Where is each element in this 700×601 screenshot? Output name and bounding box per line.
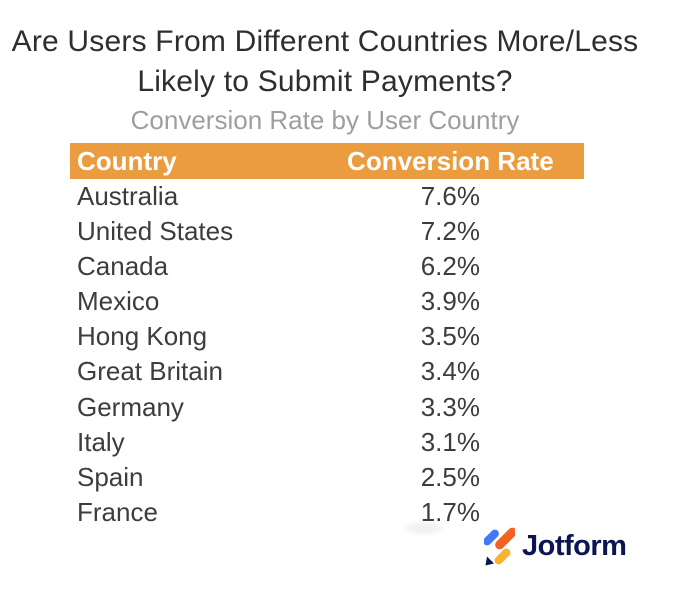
table-row: United States 7.2%	[70, 214, 584, 249]
conversion-rate-table: Country Conversion Rate Australia 7.6% U…	[70, 143, 584, 530]
country-cell: France	[77, 496, 158, 527]
rate-cell: 3.1%	[420, 426, 480, 457]
table-row: Spain 2.5%	[70, 460, 584, 495]
logo-blue-stroke	[484, 529, 499, 545]
table-body: Australia 7.6% United States 7.2% Canada…	[70, 179, 584, 530]
country-cell: Hong Kong	[77, 321, 208, 352]
chart-subtitle: Conversion Rate by User Country	[130, 105, 520, 135]
rate-cell: 6.2%	[420, 251, 480, 282]
title-line-1: Are Users From Different Countries More/…	[11, 25, 639, 58]
country-cell: Spain	[77, 461, 144, 492]
jotform-logo: Jotform	[484, 526, 627, 566]
table-row: Germany 3.3%	[70, 390, 584, 425]
rate-cell: 7.2%	[420, 216, 480, 247]
rate-cell: 1.7%	[420, 496, 480, 527]
rate-cell: 7.6%	[420, 181, 480, 211]
logo-nib-triangle	[485, 556, 494, 565]
jotform-mark-icon	[484, 527, 515, 565]
title-line-2: Likely to Submit Payments?	[137, 65, 513, 98]
jotform-wordmark: Jotform	[522, 530, 627, 562]
logo-yellow-stroke	[494, 548, 511, 564]
country-cell: Canada	[77, 251, 169, 282]
logo-orange-stroke	[495, 527, 515, 549]
header-country: Country	[77, 146, 177, 176]
country-cell: Australia	[77, 181, 179, 211]
table-row: Italy 3.1%	[70, 425, 584, 460]
table-row: Mexico 3.9%	[70, 284, 584, 319]
country-cell: Italy	[77, 426, 125, 457]
table-header-row: Country Conversion Rate	[70, 143, 584, 179]
country-cell: Germany	[77, 391, 184, 422]
country-cell: United States	[77, 216, 234, 247]
table-row: Hong Kong 3.5%	[70, 319, 584, 354]
rate-cell: 3.9%	[420, 286, 480, 317]
table-row: Canada 6.2%	[70, 249, 584, 284]
table-row: France 1.7%	[70, 495, 584, 530]
smudge-artifact	[406, 522, 442, 534]
header-conversion-rate: Conversion Rate	[347, 146, 554, 176]
rate-cell: 2.5%	[420, 461, 480, 492]
table-row: Australia 7.6%	[70, 179, 584, 214]
table-row: Great Britain 3.4%	[70, 354, 584, 389]
rate-cell: 3.3%	[420, 391, 480, 422]
rate-cell: 3.4%	[420, 356, 480, 387]
country-cell: Mexico	[77, 286, 160, 317]
page-title: Are Users From Different Countries More/…	[0, 22, 650, 102]
rate-cell: 3.5%	[420, 321, 480, 352]
country-cell: Great Britain	[77, 356, 223, 387]
